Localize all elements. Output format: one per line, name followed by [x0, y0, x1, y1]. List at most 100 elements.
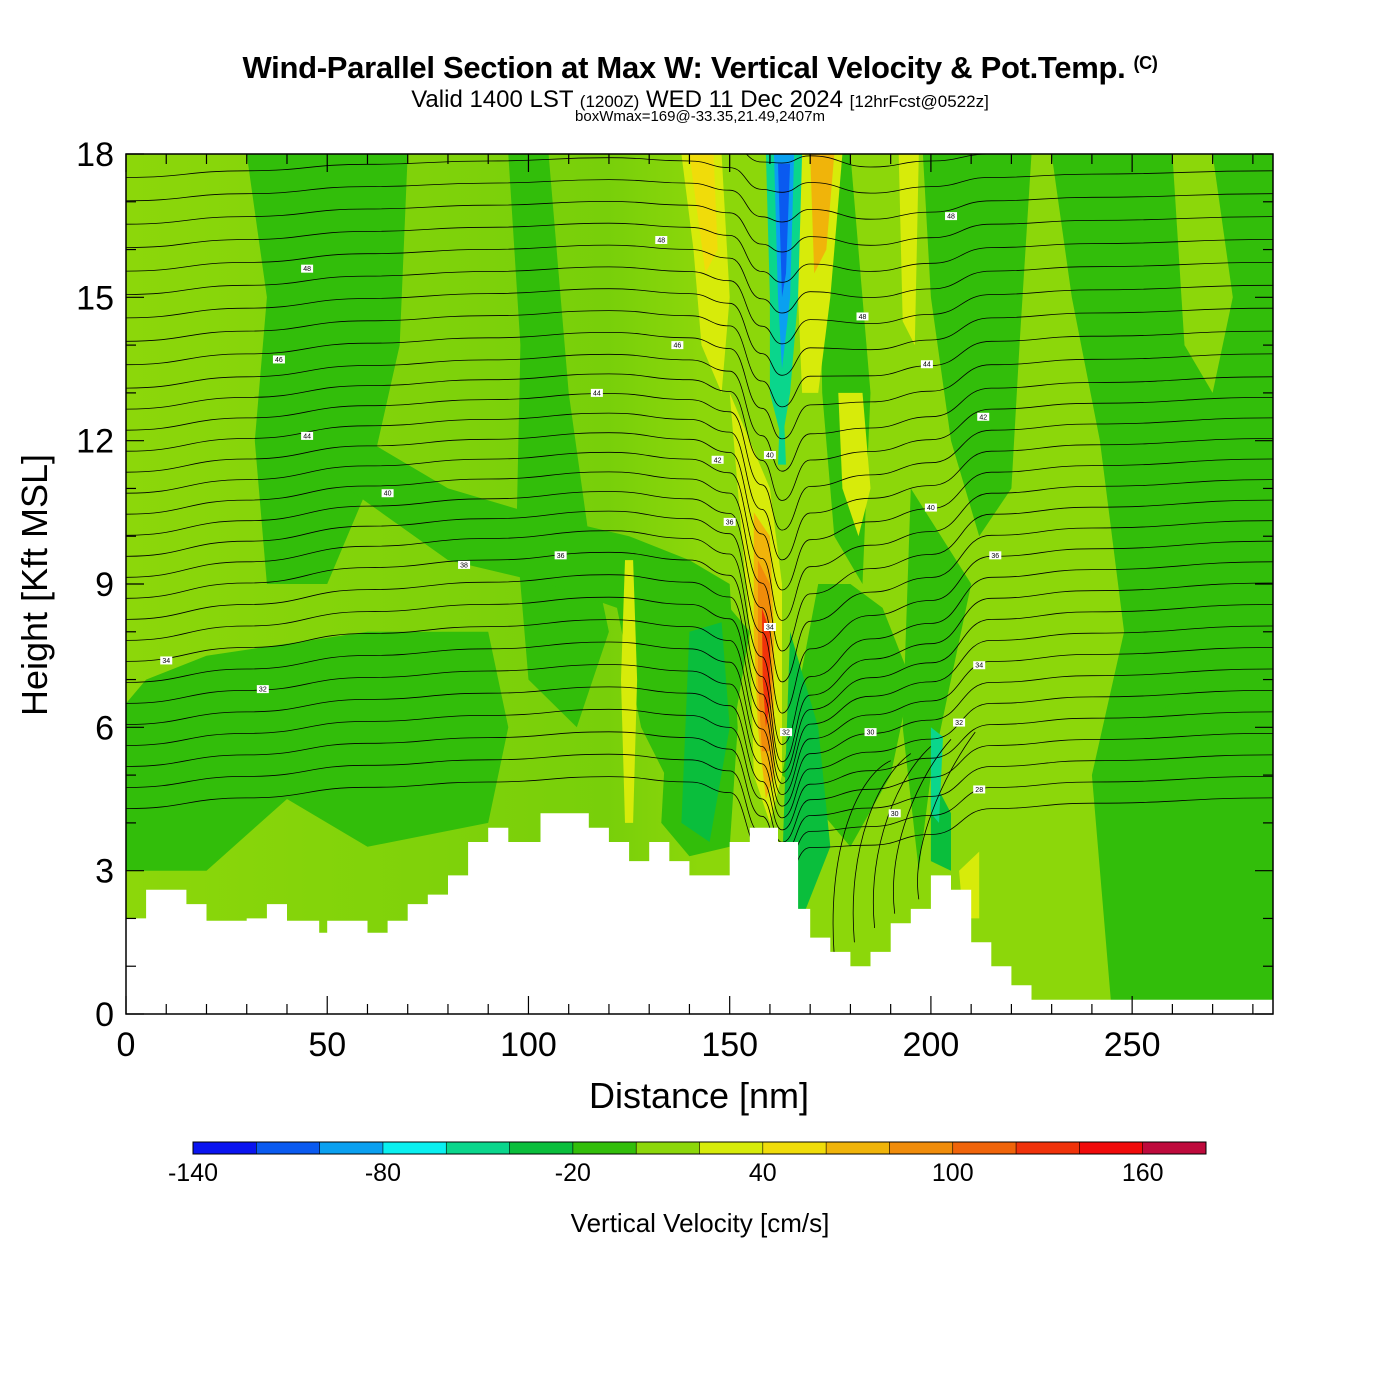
contour-label: 36	[989, 551, 1002, 560]
x-axis-title: Distance [nm]	[589, 1075, 809, 1116]
colorbar-tick-label: 40	[749, 1159, 777, 1187]
downdraft-streak	[930, 727, 943, 823]
downdraft-streak	[778, 412, 786, 465]
contour-label-text: 46	[275, 357, 283, 364]
contour-label-bg	[160, 656, 173, 665]
contour-label: 34	[763, 623, 776, 632]
contour-label: 40	[763, 451, 776, 460]
colorbar-swatch	[762, 1142, 827, 1154]
valid-utc: (1200Z)	[579, 92, 640, 111]
contour-label: 32	[256, 685, 269, 694]
contour-label: 48	[301, 264, 314, 273]
contour-label-bg	[723, 517, 736, 526]
isentrope-line	[126, 113, 1273, 142]
isentrope-line	[126, 222, 1273, 283]
contour-label-bg	[458, 560, 471, 569]
colorbar-swatch	[382, 1142, 447, 1154]
forecast-info: [12hrFcst@0522z]	[849, 92, 989, 111]
colorbar-swatch	[1016, 1142, 1080, 1154]
x-tick-label: 50	[308, 1026, 346, 1064]
y-axis-title: Height [Kft MSL]	[14, 454, 55, 716]
contour-label-text: 42	[714, 457, 722, 464]
updraft-plume	[838, 392, 871, 537]
contour-label-bg	[973, 661, 986, 670]
contour-label: 34	[973, 661, 986, 670]
contour-label-bg	[711, 455, 724, 464]
contour-labels: 48 48 48 46 46 48 44 44 44 42 40 42 40 40 38 36 36 36 34 34…	[160, 212, 1002, 818]
contour-label: 34	[160, 656, 173, 665]
isentrope-line	[126, 753, 1273, 869]
contour-label: 48	[856, 312, 869, 321]
x-axis-tick-labels: 0 50 100 150 200 250	[117, 1026, 1161, 1064]
contour-label: 38	[458, 560, 471, 569]
contour-label: 48	[655, 236, 668, 245]
colorbar-tick-labels: -140 -80 -20 40 100 160	[168, 1159, 1164, 1187]
isentrope-line	[126, 266, 1273, 345]
contour-label-text: 48	[657, 238, 665, 245]
contour-label-bg	[945, 212, 958, 221]
contour-label: 44	[920, 360, 933, 369]
isentrope-line	[126, 432, 1273, 591]
updraft-plume	[681, 154, 730, 393]
valid-date: WED 11 Dec 2024	[645, 86, 843, 113]
contour-label-text: 36	[991, 553, 999, 560]
isentrope-line	[126, 179, 1273, 223]
colorbar-swatch	[572, 1142, 637, 1154]
contour-label-bg	[977, 412, 990, 421]
isentrope-line	[126, 200, 1273, 253]
chart-title: Wind-Parallel Section at Max W: Vertical…	[0, 50, 1400, 86]
y-tick-label: 3	[95, 853, 114, 891]
contour-label: 44	[301, 431, 314, 440]
y-tick-label: 18	[76, 136, 114, 174]
contour-label-bg	[301, 431, 314, 440]
updraft-plume	[761, 607, 770, 728]
contour-label-bg	[989, 551, 1002, 560]
contour-label: 40	[924, 503, 937, 512]
isentrope-line	[126, 393, 1273, 531]
contour-label-bg	[301, 264, 314, 273]
isentrope-line	[832, 760, 891, 957]
isentrope-line	[126, 373, 1273, 501]
downdraft-streak	[778, 163, 791, 298]
field-region	[902, 488, 972, 871]
contour-label-bg	[381, 489, 394, 498]
colorbar-tick-label: 160	[1122, 1159, 1164, 1187]
contour-label-text: 32	[259, 687, 267, 694]
isentrope-line	[126, 353, 1273, 472]
contour-label: 40	[381, 489, 394, 498]
x-tick-label: 100	[500, 1026, 557, 1064]
isentrope-line	[126, 412, 1273, 561]
field-region	[681, 622, 730, 842]
contour-label-text: 44	[593, 390, 601, 397]
contour-label-bg	[671, 341, 684, 350]
contour-label-text: 30	[867, 730, 875, 737]
contour-label-bg	[920, 360, 933, 369]
isentrope-line	[852, 753, 912, 943]
colorbar	[192, 1141, 1207, 1155]
y-tick-label: 9	[95, 566, 114, 604]
contour-label-text: 36	[557, 553, 565, 560]
contour-label-text: 42	[979, 414, 987, 421]
contour-label-text: 34	[766, 625, 774, 632]
y-tick-label: 12	[76, 423, 114, 461]
colorbar-swatch	[1079, 1142, 1144, 1154]
x-tick-label: 150	[701, 1026, 758, 1064]
isentrope-line	[126, 530, 1273, 745]
contour-label-bg	[554, 551, 567, 560]
colorbar-swatch	[699, 1142, 764, 1154]
x-tick-label: 250	[1104, 1026, 1161, 1064]
isentrope-line	[126, 664, 1273, 819]
contour-label-bg	[655, 236, 668, 244]
y-tick-label: 15	[76, 279, 114, 317]
isentrope-line	[126, 157, 1273, 194]
contour-label-text: 46	[673, 343, 681, 350]
colorbar-swatch	[826, 1142, 890, 1154]
copyright-mark: (C)	[1133, 53, 1158, 73]
contour-label-bg	[780, 728, 793, 737]
isentrope-line	[126, 471, 1273, 652]
isentrope-line	[126, 686, 1273, 831]
contour-label: 44	[590, 388, 603, 397]
contour-label-bg	[953, 718, 966, 727]
colorbar-swatch	[193, 1142, 257, 1154]
contour-label: 48	[945, 212, 958, 221]
